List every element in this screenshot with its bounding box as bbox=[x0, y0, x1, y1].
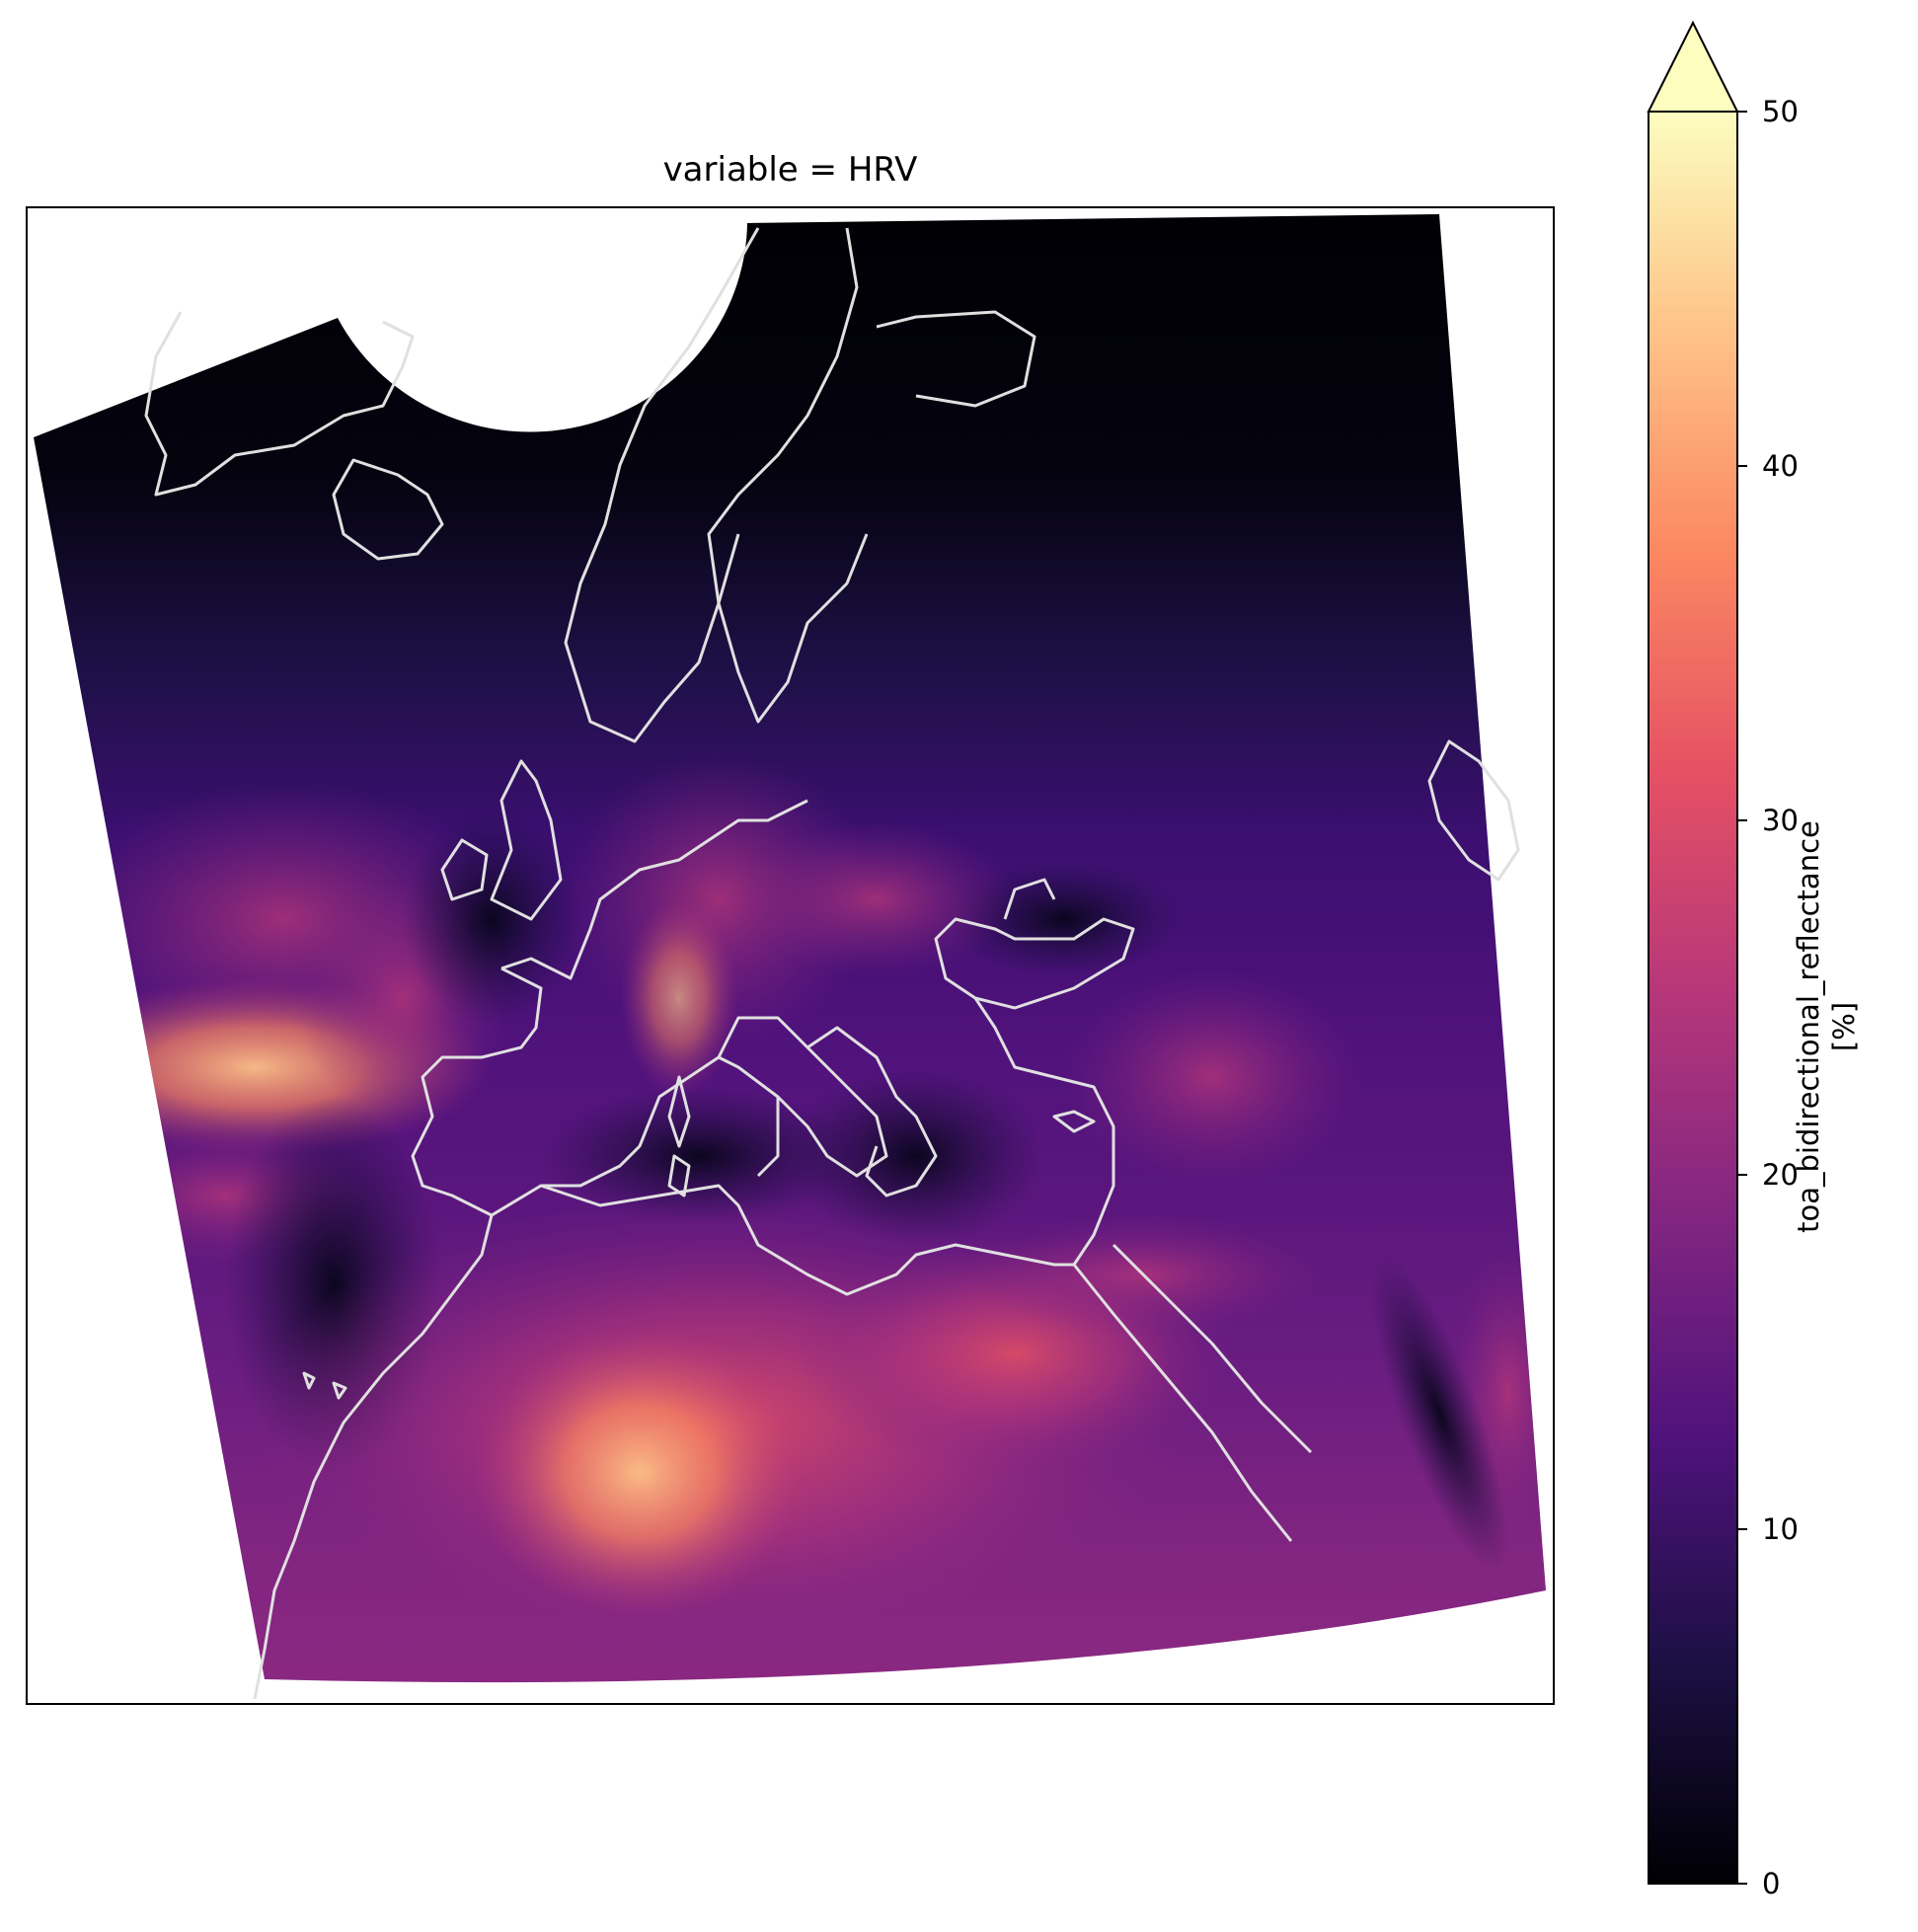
colorbar-tick-label: 0 bbox=[1762, 1867, 1781, 1900]
colorbar-ticks bbox=[1737, 111, 1747, 1885]
satellite-image bbox=[34, 214, 1546, 1700]
colorbar-tick-label: 10 bbox=[1762, 1512, 1799, 1546]
colorbar-tick-label: 30 bbox=[1762, 804, 1799, 837]
plot-title: variable = HRV bbox=[662, 150, 918, 190]
map-axes bbox=[26, 206, 1555, 1705]
coastlines bbox=[144, 227, 1520, 1700]
colorbar-label-units: [%] bbox=[1827, 1001, 1861, 1052]
colorbar-extend-arrow bbox=[1647, 20, 1739, 113]
colorbar-outline bbox=[1648, 112, 1738, 1885]
reflectance-raster bbox=[34, 214, 1546, 1683]
colorbar-gradient bbox=[1649, 112, 1737, 1884]
colorbar-tick-label: 50 bbox=[1762, 95, 1799, 128]
colorbar-tick-label: 20 bbox=[1762, 1158, 1799, 1192]
colorbar-label-name: toa_bidirectional_reflectance bbox=[1792, 820, 1825, 1233]
colorbar-tick-label: 40 bbox=[1762, 449, 1799, 483]
